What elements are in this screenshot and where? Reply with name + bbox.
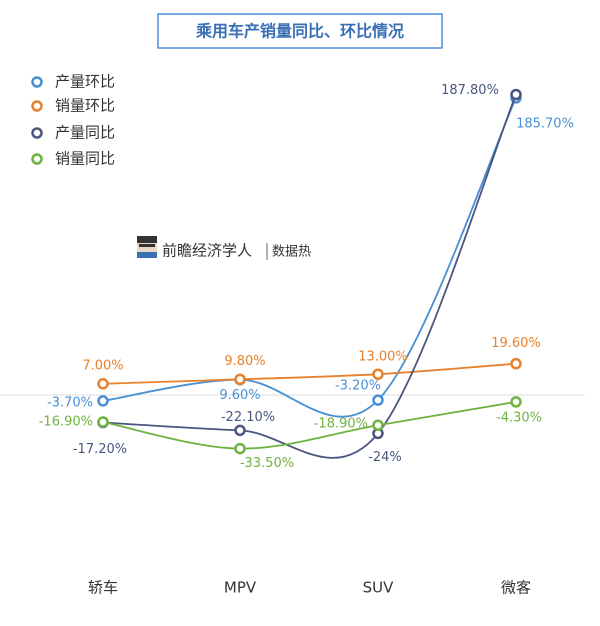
point xyxy=(97,378,109,390)
x-tick-label: 轿车 xyxy=(88,579,118,597)
point xyxy=(234,424,246,437)
chart-title: 乘用车产销量同比、环比情况 xyxy=(195,22,404,41)
legend-marker xyxy=(31,76,43,88)
data-label: -3.70% xyxy=(47,395,93,410)
point xyxy=(97,416,109,428)
line xyxy=(102,362,517,385)
x-tick-label: SUV xyxy=(363,579,395,597)
data-label: 185.70% xyxy=(516,116,574,131)
data-label: -16.90% xyxy=(39,415,93,430)
data-label: 9.80% xyxy=(224,354,265,369)
legend-marker xyxy=(31,127,43,139)
legend-marker xyxy=(31,153,43,165)
data-label: -33.50% xyxy=(240,456,294,471)
brand-name: 前瞻经济学人 xyxy=(162,242,252,260)
brand-tag: 数据热 xyxy=(272,245,311,260)
point xyxy=(372,368,384,380)
data-label: 13.00% xyxy=(358,350,408,365)
point xyxy=(372,394,384,406)
line xyxy=(102,94,517,459)
data-label: -18.90% xyxy=(314,417,368,432)
point xyxy=(97,395,109,407)
data-label: 7.00% xyxy=(82,358,123,373)
data-label: -22.10% xyxy=(221,410,275,425)
legend-label: 销量环比 xyxy=(55,97,115,115)
title-box xyxy=(157,13,443,49)
x-tick-label: 微客 xyxy=(501,579,531,597)
data-label: -3.20% xyxy=(335,379,381,394)
point xyxy=(510,88,522,101)
data-label: -4.30% xyxy=(496,410,542,425)
x-tick-label: MPV xyxy=(224,579,257,597)
line xyxy=(102,400,517,450)
point xyxy=(234,373,246,386)
data-label: -17.20% xyxy=(73,442,127,457)
data-label: 9.60% xyxy=(219,388,260,403)
data-label: 19.60% xyxy=(491,336,541,351)
point xyxy=(372,419,384,431)
legend-label: 销量同比 xyxy=(55,150,115,168)
data-label: -24% xyxy=(368,450,402,465)
legend-marker xyxy=(31,100,43,112)
point xyxy=(510,357,522,370)
point xyxy=(234,442,246,455)
point xyxy=(510,396,522,408)
brand-icon xyxy=(137,236,157,258)
legend-label: 产量同比 xyxy=(55,124,115,142)
data-label: 187.80% xyxy=(441,83,499,98)
legend-label: 产量环比 xyxy=(55,73,115,91)
line xyxy=(102,97,517,418)
